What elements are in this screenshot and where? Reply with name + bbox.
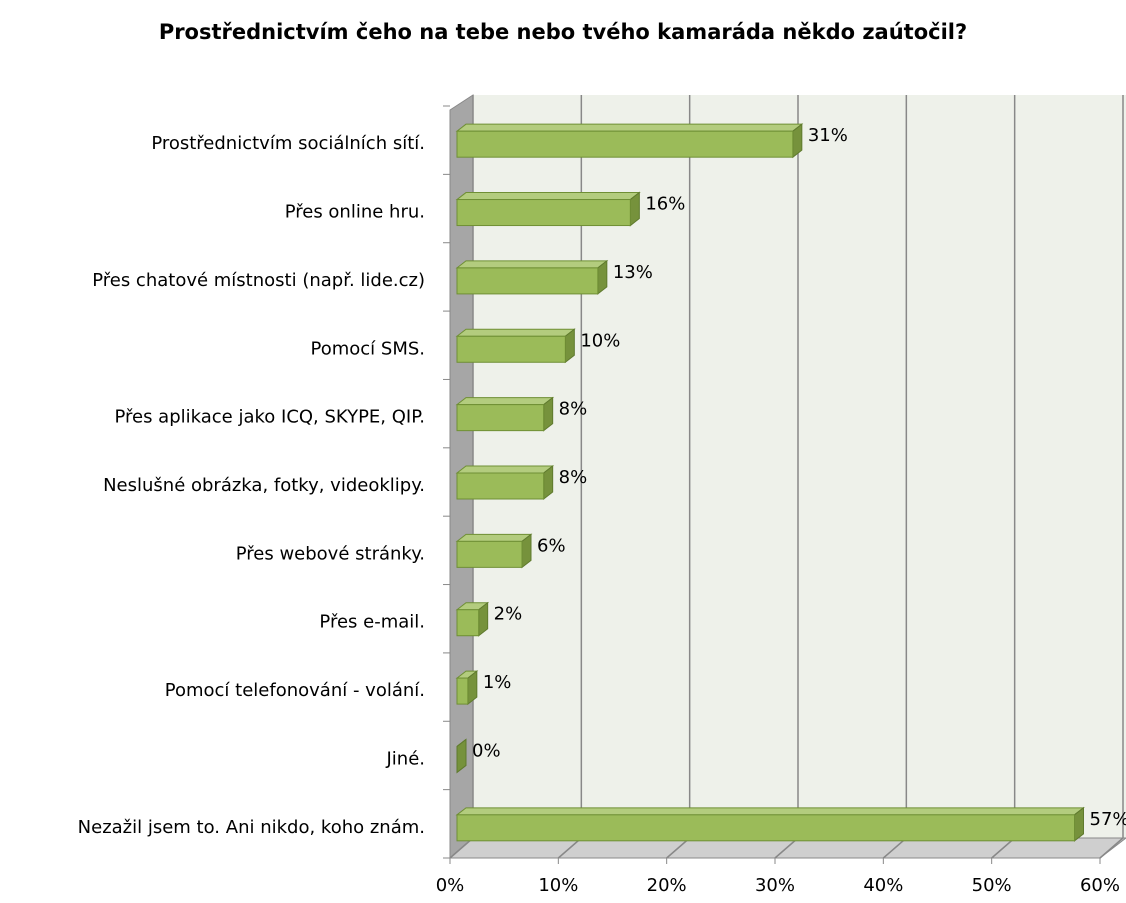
y-tick-label: Přes online hru. xyxy=(285,202,425,223)
bar xyxy=(456,540,523,568)
y-tick-label: Přes webové stránky. xyxy=(236,543,425,564)
bar-top xyxy=(455,533,533,542)
y-tick-label: Pomocí SMS. xyxy=(311,338,426,359)
y-tick-label: Přes e-mail. xyxy=(319,612,425,633)
value-label: 2% xyxy=(494,604,523,625)
bar-top xyxy=(455,807,1085,816)
value-label: 10% xyxy=(580,330,620,351)
value-label: 8% xyxy=(559,467,588,488)
floor-grid-line xyxy=(882,837,907,859)
value-label: 6% xyxy=(537,535,566,556)
y-tick-label: Přes aplikace jako ICQ, SKYPE, QIP. xyxy=(114,407,425,428)
bar-top xyxy=(455,465,555,474)
floor-grid-line xyxy=(991,837,1016,859)
x-tick-label: 40% xyxy=(863,875,903,896)
x-tick-label: 20% xyxy=(647,875,687,896)
y-tick-label: Pomocí telefonování - volání. xyxy=(165,680,425,701)
value-label: 16% xyxy=(645,194,685,215)
bar-top xyxy=(455,123,804,132)
value-label: 57% xyxy=(1090,809,1126,830)
y-tick-label: Nezažil jsem to. Ani nikdo, koho znám. xyxy=(78,817,425,838)
value-label: 0% xyxy=(472,740,501,761)
x-tick-label: 0% xyxy=(436,875,465,896)
y-tick-label: Jiné. xyxy=(385,748,425,769)
bar xyxy=(456,404,545,432)
value-label: 13% xyxy=(613,262,653,283)
y-tick-label: Neslušné obrázka, fotky, videoklipy. xyxy=(103,475,425,496)
y-tick-label: Prostřednictvím sociálních sítí. xyxy=(151,133,425,154)
value-label: 8% xyxy=(559,399,588,420)
bar-top xyxy=(455,328,576,337)
x-tick-label: 30% xyxy=(755,875,795,896)
y-tick-label: Přes chatové místnosti (např. lide.cz) xyxy=(92,270,425,291)
bar xyxy=(456,267,599,295)
floor-grid-line xyxy=(774,837,799,859)
back-wall xyxy=(473,95,1126,838)
bar xyxy=(456,199,631,227)
floor-grid-line xyxy=(557,837,582,859)
x-tick-label: 10% xyxy=(538,875,578,896)
bar xyxy=(456,130,794,158)
bar xyxy=(456,814,1075,842)
bar xyxy=(456,609,480,637)
bar xyxy=(456,472,545,500)
bar-top xyxy=(455,192,641,201)
bar xyxy=(456,335,566,363)
value-label: 1% xyxy=(483,672,512,693)
bar-side xyxy=(456,738,467,774)
floor-grid-line xyxy=(1099,837,1124,859)
bar xyxy=(456,677,469,705)
x-tick-label: 60% xyxy=(1080,875,1120,896)
value-label: 31% xyxy=(808,125,848,146)
bar-top xyxy=(455,397,555,406)
x-tick-label: 50% xyxy=(972,875,1012,896)
floor-grid-line xyxy=(449,837,474,859)
floor-grid-line xyxy=(666,837,691,859)
chart-title: Prostřednictvím čeho na tebe nebo tvého … xyxy=(159,20,967,44)
bar-top xyxy=(455,260,609,269)
